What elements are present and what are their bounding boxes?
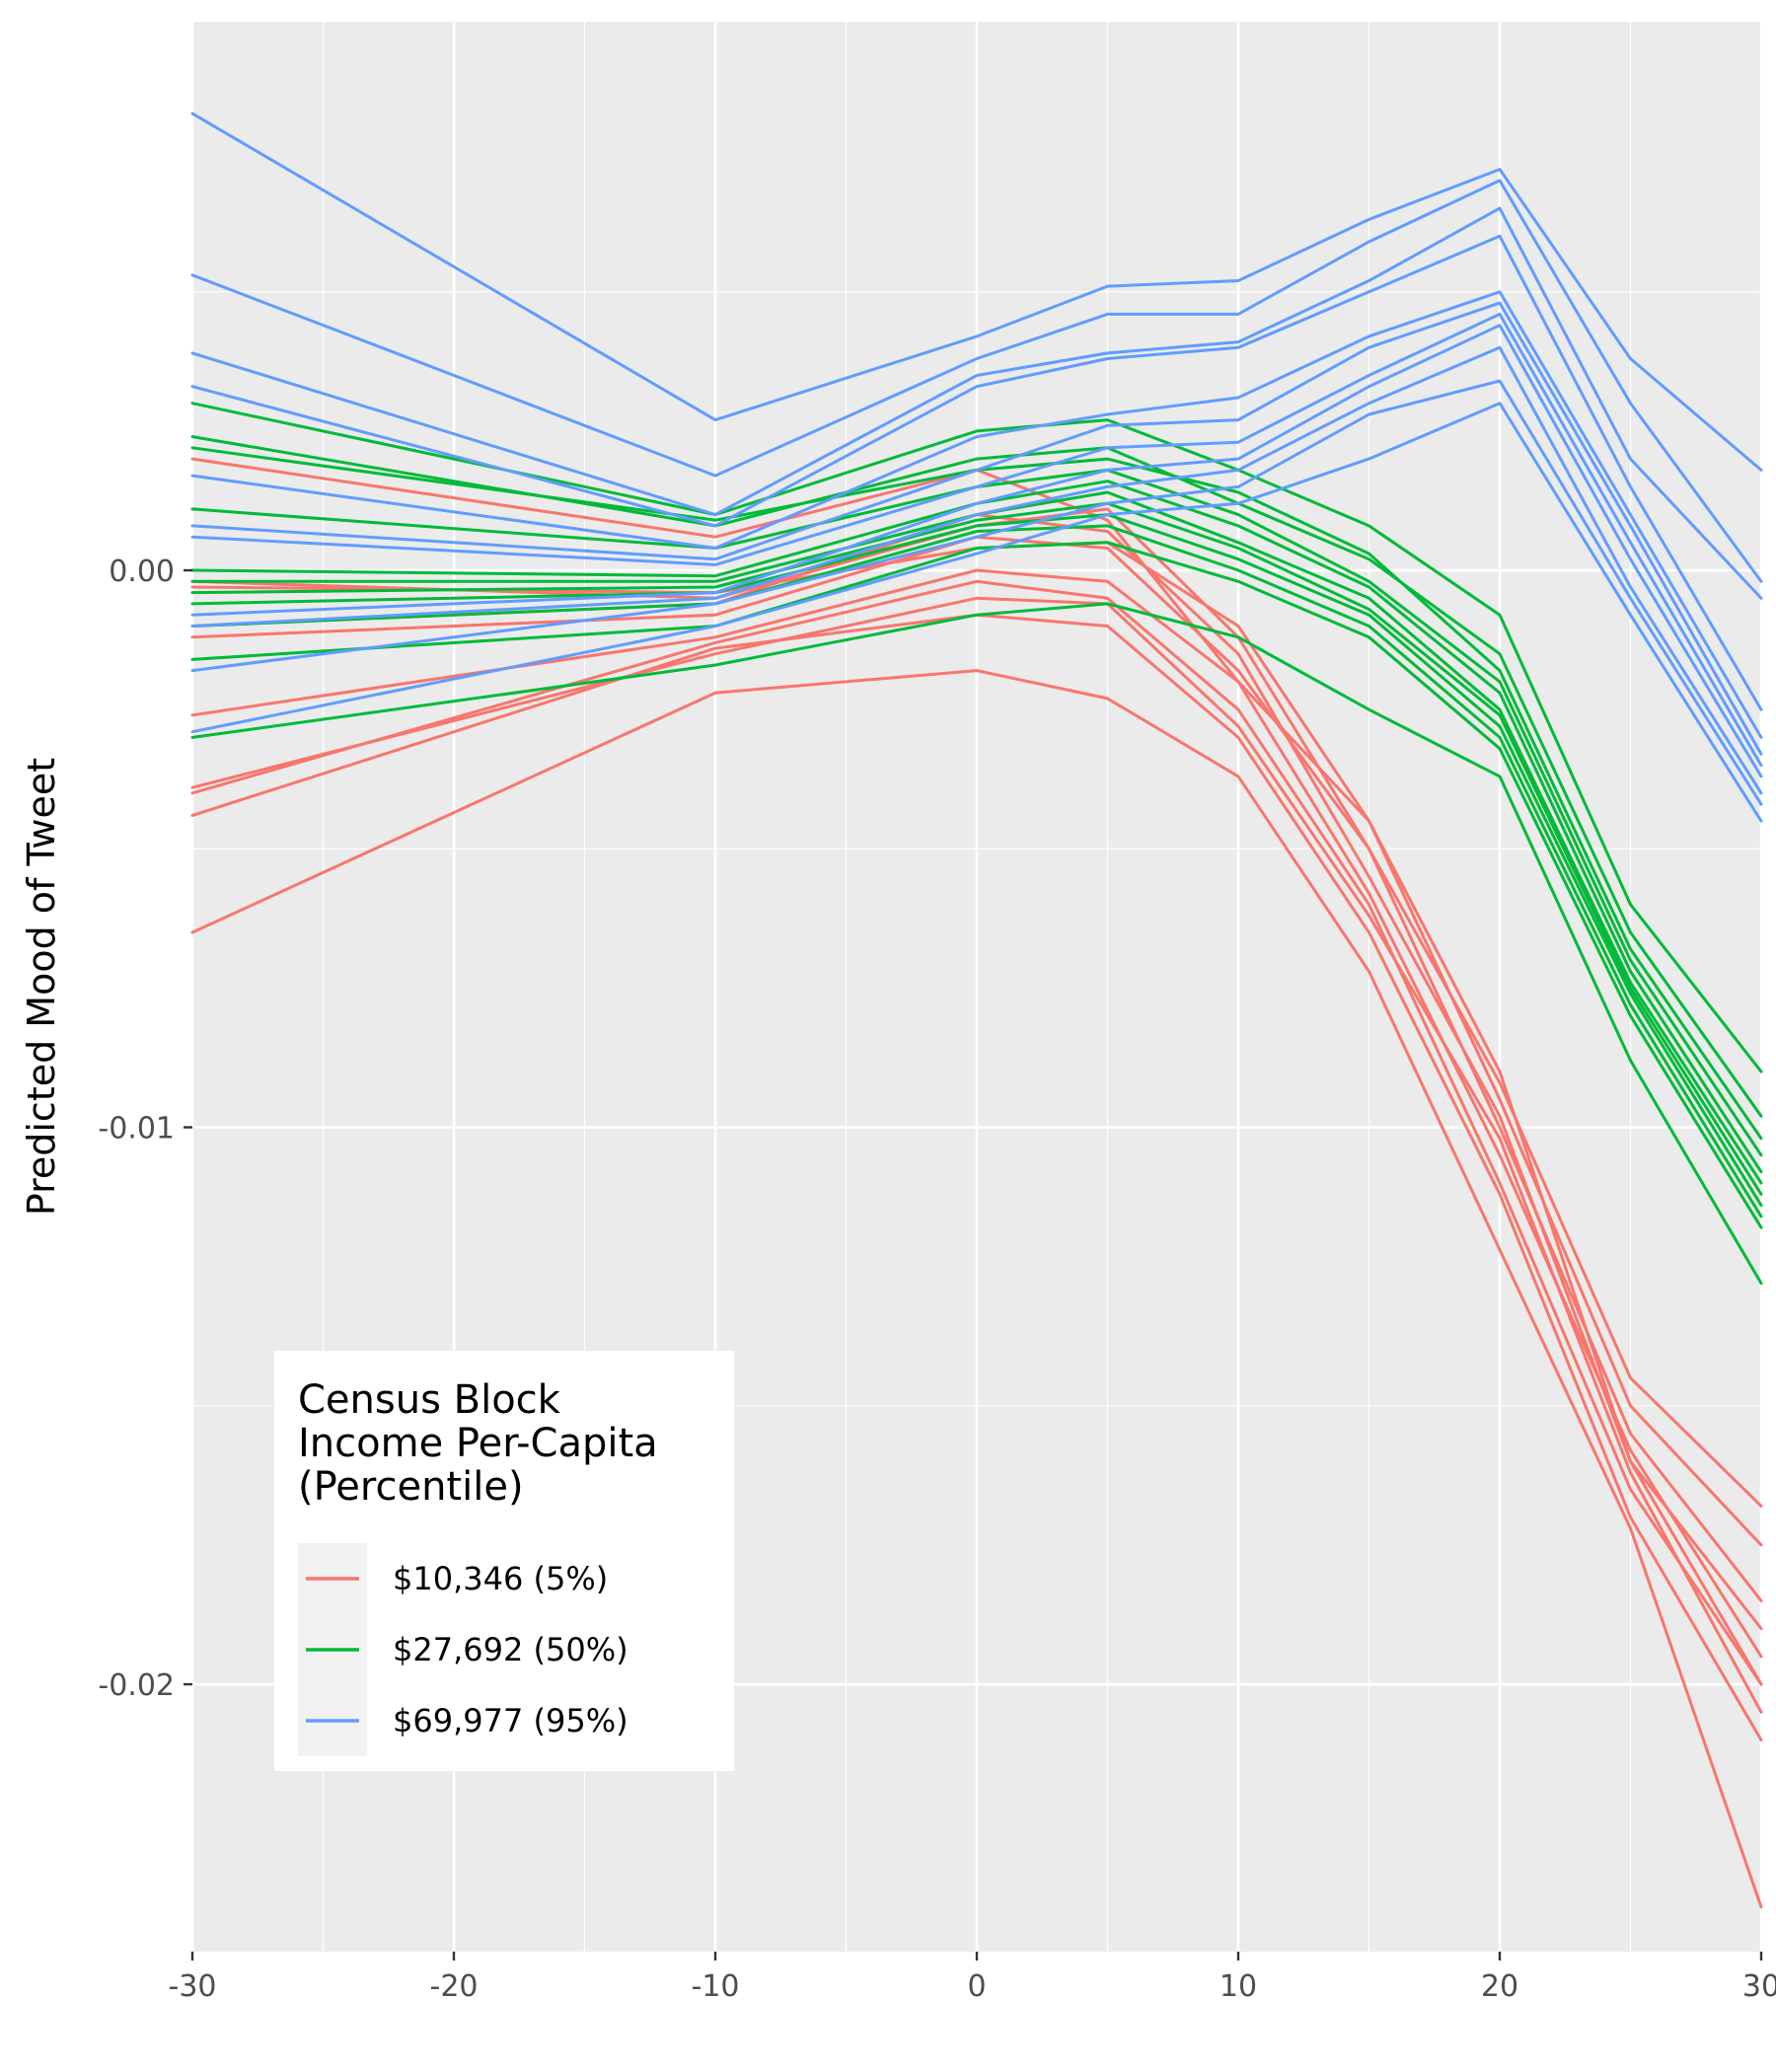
series-line [190,490,1763,1185]
x-tick-label: -10 [692,1969,740,2004]
y-axis-title: Predicted Mood of Tweet [20,758,63,1216]
series-line [190,379,1763,806]
series-line [190,345,1763,795]
series-line [190,613,1763,1741]
series-line [190,446,1763,1141]
y-tick-label: -0.02 [98,1668,175,1703]
series-line [190,513,1763,1631]
series-lines [190,111,1763,1909]
series-line [190,206,1763,600]
series-line [190,301,1763,756]
series-line [190,524,1763,1219]
x-tick-label: -20 [430,1969,479,2004]
series-line [190,568,1763,1659]
series-line [190,669,1763,1909]
legend-label: $69,977 (95%) [393,1702,629,1739]
series-line [190,468,1763,1157]
axes: -30 -20 -10 0 10 20 30 0.00 -0.01 -0.02 [98,555,1776,2004]
series-line [190,541,1763,1229]
series-line [190,234,1763,711]
series-line [190,535,1763,1508]
legend-label: $10,346 (5%) [393,1560,608,1597]
series-line [190,541,1763,1547]
legend-label: $27,692 (50%) [393,1631,629,1668]
x-tick-label: 0 [967,1969,986,2004]
x-tick-label: 30 [1742,1969,1776,2004]
y-tick-label: -0.01 [98,1112,175,1147]
series-line [190,290,1763,739]
series-line [190,579,1763,1686]
y-tick-label: 0.00 [109,555,175,589]
series-line [190,111,1763,472]
series-line [190,402,1763,823]
series-line [190,501,1763,1196]
series-line [190,179,1763,583]
legend-title-line: Census Block [298,1377,561,1423]
series-line [190,480,1763,1174]
series-line [190,596,1763,1714]
series-line [190,324,1763,778]
legend-title-line: (Percentile) [298,1464,524,1510]
x-tick-label: 20 [1481,1969,1518,2004]
x-tick-label: 10 [1220,1969,1257,2004]
x-tick-label: -30 [169,1969,217,2004]
series-line [190,312,1763,768]
series-line [190,602,1763,1286]
series-group-3 [190,111,1763,823]
legend-title-line: Income Per-Capita [298,1421,658,1466]
